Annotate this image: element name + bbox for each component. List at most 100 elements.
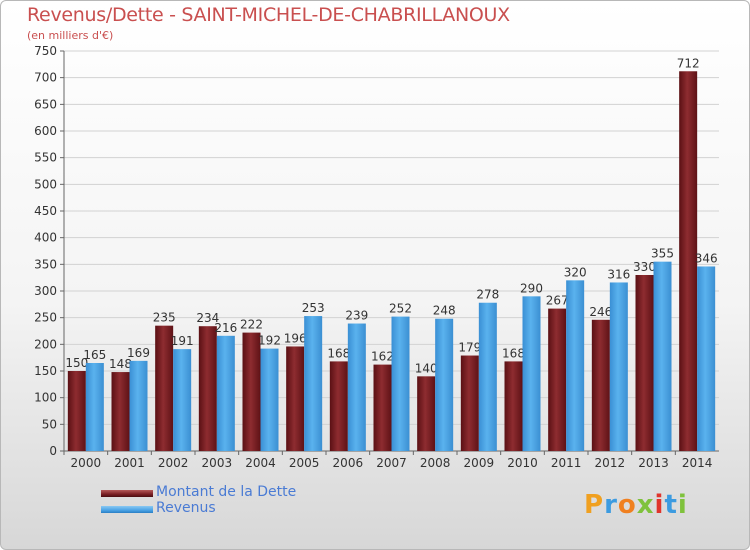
bar-revenue [304,316,323,451]
x-tick-label: 2011 [551,456,582,470]
bar-debt [111,372,130,451]
data-label-debt: 168 [502,346,525,360]
x-tick-label: 2010 [507,456,538,470]
bar-revenue [216,335,235,451]
data-label-debt: 235 [153,311,176,325]
bar-debt [548,308,567,451]
data-label-revenue: 290 [520,281,543,295]
logo-letter: o [617,490,637,520]
y-tick-label: 200 [34,337,57,351]
y-tick-label: 500 [34,177,57,191]
bar-revenue [173,349,192,451]
data-label-revenue: 346 [695,251,718,265]
data-label-debt: 150 [65,356,88,370]
data-label-revenue: 355 [651,247,674,261]
x-tick-label: 2003 [202,456,233,470]
bar-debt [417,376,436,451]
bar-revenue [391,316,410,451]
x-tick-label: 2014 [682,456,713,470]
bar-debt [591,319,610,451]
data-label-debt: 712 [677,56,700,70]
bar-revenue [85,363,104,451]
data-label-revenue: 239 [345,309,368,323]
data-label-revenue: 320 [564,265,587,279]
bar-debt [460,355,479,451]
logo-letter: i [677,490,688,520]
data-label-debt: 162 [371,350,394,364]
data-label-revenue: 278 [476,288,499,302]
y-tick-label: 350 [34,257,57,271]
bar-debt [67,371,86,451]
data-label-debt: 267 [546,294,569,308]
bar-debt [679,71,698,452]
bar-revenue [653,261,672,451]
bar-revenue [435,318,454,451]
bar-debt [242,332,261,451]
bar-revenue [478,302,497,451]
x-tick-label: 2007 [376,456,407,470]
legend-swatch-debt [101,490,153,497]
x-tick-label: 2006 [333,456,364,470]
bar-revenue [697,266,716,451]
data-label-revenue: 216 [214,321,237,335]
x-tick-label: 2012 [595,456,626,470]
data-label-debt: 246 [589,305,612,319]
data-label-debt: 196 [284,331,307,345]
bar-debt [198,326,217,451]
bar-revenue [347,323,366,451]
data-label-debt: 234 [196,311,219,325]
y-tick-label: 150 [34,364,57,378]
data-label-debt: 148 [109,357,132,371]
y-tick-label: 450 [34,204,57,218]
data-label-debt: 168 [327,346,350,360]
y-tick-label: 300 [34,284,57,298]
x-tick-label: 2004 [245,456,276,470]
chart-title: Revenus/Dette - SAINT-MICHEL-DE-CHABRILL… [27,4,510,26]
y-tick-label: 0 [49,444,57,458]
bar-revenue [129,360,148,451]
data-label-revenue: 192 [258,334,281,348]
data-label-debt: 140 [415,361,438,375]
x-tick-label: 2013 [638,456,669,470]
data-label-revenue: 252 [389,302,412,316]
bar-debt [155,325,174,451]
x-tick-label: 2008 [420,456,451,470]
y-tick-label: 650 [34,97,57,111]
logo-letter: r [604,490,618,520]
y-tick-label: 250 [34,311,57,325]
x-tick-label: 2001 [114,456,145,470]
legend-label-debt: Montant de la Dette [156,484,297,500]
y-tick-label: 400 [34,231,57,245]
y-tick-label: 550 [34,151,57,165]
data-label-debt: 222 [240,318,263,332]
y-tick-label: 100 [34,391,57,405]
chart-subtitle: (en milliers d'€) [27,29,114,42]
bar-debt [635,275,654,451]
bar-revenue [566,280,585,451]
bar-revenue [609,282,628,451]
y-tick-label: 750 [34,44,57,58]
x-tick-label: 2005 [289,456,320,470]
data-label-debt: 179 [458,341,481,355]
bar-revenue [522,296,541,451]
legend-swatch-revenue [101,506,153,513]
logo-letter: x [636,490,655,520]
data-label-debt: 330 [633,260,656,274]
logo-letter: t [664,490,678,520]
x-tick-label: 2002 [158,456,189,470]
y-tick-label: 700 [34,71,57,85]
data-label-revenue: 165 [83,348,106,362]
bar-revenue [260,348,279,451]
data-label-revenue: 191 [171,334,194,348]
logo-letter: i [654,490,665,520]
data-label-revenue: 248 [433,304,456,318]
logo-letter: P [584,490,605,520]
y-tick-label: 50 [42,417,57,431]
y-tick-label: 600 [34,124,57,138]
bar-debt [286,346,305,451]
proxiti-logo: Proxiti [584,490,688,520]
legend-label-revenue: Revenus [156,500,216,516]
bar-debt [373,364,392,451]
